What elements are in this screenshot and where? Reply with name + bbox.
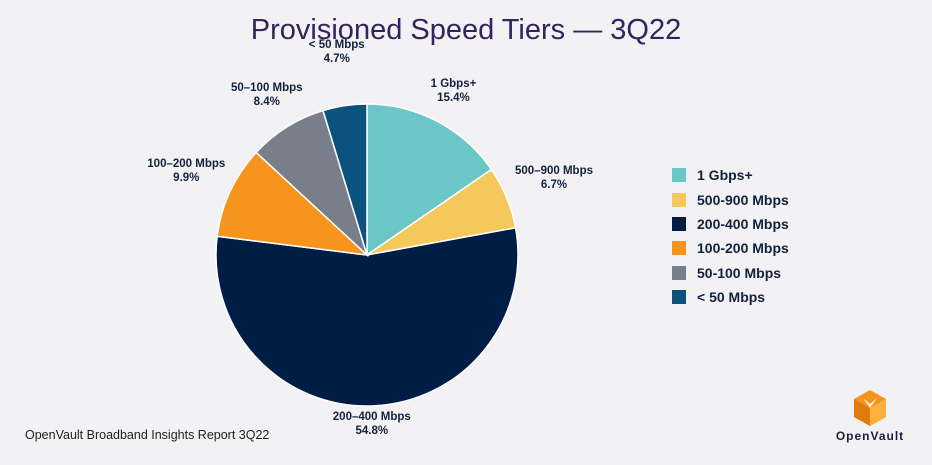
- slice-label-4: 50–100 Mbps 8.4%: [231, 81, 303, 109]
- slice-value: 6.7%: [540, 178, 568, 191]
- slice-label-2: 200–400 Mbps 54.8%: [333, 410, 411, 438]
- slice-label-3: 100–200 Mbps 9.9%: [147, 157, 225, 185]
- slice-name: 500–900 Mbps: [515, 164, 594, 177]
- slice-name: 1 Gbps+: [430, 77, 477, 90]
- legend-item-5: < 50 Mbps: [672, 285, 789, 309]
- slice-value: 15.4%: [437, 91, 470, 104]
- legend-swatch: [672, 192, 686, 207]
- pie-slice-5: [322, 103, 368, 256]
- slice-value: 8.4%: [253, 96, 280, 109]
- legend-label: 200-400 Mbps: [697, 215, 789, 232]
- slice-label-1: 500–900 Mbps 6.7%: [515, 164, 593, 192]
- pie-slice-0: [366, 103, 493, 257]
- slice-name: < 50 Mbps: [308, 38, 365, 51]
- footer-source: OpenVault Broadband Insights Report 3Q22: [25, 428, 270, 442]
- slice-name: 50–100 Mbps: [230, 82, 303, 95]
- legend-item-3: 100-200 Mbps: [672, 236, 789, 260]
- pie-slice-3: [216, 151, 370, 257]
- legend: 1 Gbps+ 500-900 Mbps 200-400 Mbps 100-200 M…: [672, 163, 789, 309]
- legend-label: 1 Gbps+: [697, 167, 753, 184]
- legend-item-2: 200-400 Mbps: [672, 212, 789, 236]
- legend-swatch: [672, 241, 686, 256]
- openvault-logo: OpenVault: [830, 384, 910, 446]
- slice-value: 4.7%: [323, 52, 350, 65]
- legend-label: 100-200 Mbps: [697, 240, 789, 257]
- logo-text: OpenVault: [835, 429, 905, 443]
- legend-label: < 50 Mbps: [697, 289, 766, 306]
- slice-value: 9.9%: [173, 171, 200, 184]
- legend-swatch: [672, 216, 686, 231]
- legend-item-0: 1 Gbps+: [672, 163, 789, 187]
- slice-name: 200–400 Mbps: [332, 411, 411, 424]
- legend-label: 500-900 Mbps: [697, 191, 789, 208]
- legend-item-1: 500-900 Mbps: [672, 187, 789, 211]
- legend-item-4: 50-100 Mbps: [672, 261, 789, 285]
- slice-value: 54.8%: [355, 425, 389, 438]
- legend-swatch: [672, 265, 686, 280]
- logo-mark-icon: [854, 390, 886, 426]
- slice-name: 100–200 Mbps: [147, 157, 226, 170]
- legend-label: 50-100 Mbps: [697, 264, 782, 281]
- chart-title: Provisioned Speed Tiers — 3Q22: [250, 14, 682, 46]
- slice-label-0: 1 Gbps+ 15.4%: [431, 77, 477, 105]
- pie-slice-2: [215, 226, 519, 407]
- slice-label-5: < 50 Mbps 4.7%: [309, 38, 365, 66]
- legend-swatch: [672, 168, 686, 183]
- legend-swatch: [672, 290, 686, 305]
